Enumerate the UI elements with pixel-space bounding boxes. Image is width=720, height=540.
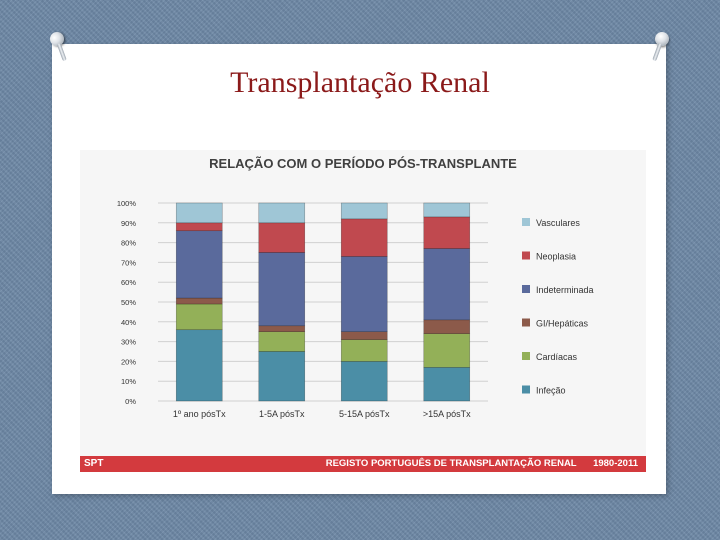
- bar-segment: [340, 202, 388, 220]
- bar-segment: [340, 339, 388, 362]
- legend-swatch: [522, 385, 530, 394]
- chart-title: RELAÇÃO COM O PERÍODO PÓS-TRANSPLANTE: [209, 156, 517, 171]
- x-tick-label: >15A pósTx: [423, 409, 471, 419]
- bar-segment: [340, 361, 388, 402]
- slide-title: Transplantação Renal: [230, 66, 490, 99]
- y-tick-label: 30%: [121, 338, 136, 347]
- chart-panel: RELAÇÃO COM O PERÍODO PÓS-TRANSPLANTE 0%…: [80, 150, 646, 472]
- bar-segment: [175, 329, 223, 402]
- bar-segment: [175, 222, 223, 232]
- bar-segment: [258, 252, 306, 327]
- legend-swatch: [522, 218, 530, 226]
- bar-segment: [258, 351, 306, 402]
- footer-spt-label: SPT: [84, 458, 104, 469]
- bar-segment: [423, 333, 471, 368]
- bar-segment: [175, 230, 223, 299]
- bar-segment: [175, 202, 223, 224]
- x-tick-label: 1-5A pósTx: [259, 409, 305, 419]
- bar-segment: [175, 297, 223, 305]
- legend-swatch: [522, 352, 530, 360]
- legend-label: Infeção: [536, 386, 566, 396]
- y-tick-label: 40%: [121, 318, 136, 327]
- legend-label: Indeterminada: [536, 285, 594, 295]
- footer-years-label: 1980-2011: [593, 458, 638, 469]
- footer-registry-label: REGISTO PORTUGUÊS DE TRANSPLANTAÇÃO RENA…: [325, 458, 577, 469]
- bar-segment: [175, 303, 223, 331]
- footer-registry: REGISTO PORTUGUÊS DE TRANSPLANTAÇÃO RENA…: [326, 458, 638, 469]
- y-tick-label: 70%: [121, 258, 136, 267]
- bar-segment: [340, 218, 388, 257]
- y-tick-label: 10%: [121, 377, 136, 386]
- bar-segment: [258, 202, 306, 224]
- legend-label: Neoplasia: [536, 252, 576, 262]
- y-tick-label: 20%: [121, 357, 136, 366]
- y-tick-label: 80%: [121, 239, 136, 248]
- legend-swatch: [522, 251, 530, 260]
- x-tick-label: 1º ano pósTx: [173, 409, 226, 419]
- legend-label: GI/Hepáticas: [536, 319, 589, 329]
- bar-segment: [423, 319, 471, 334]
- y-tick-label: 90%: [121, 219, 136, 228]
- bar-segment: [340, 256, 388, 332]
- bar-segment: [423, 202, 471, 218]
- legend-swatch: [522, 318, 530, 327]
- y-tick-label: 100%: [117, 199, 137, 208]
- legend-label: Cardíacas: [536, 352, 578, 362]
- bar-segment: [423, 248, 471, 321]
- bar-segment: [423, 216, 471, 249]
- bar-segment: [258, 222, 306, 253]
- bar-segment: [258, 331, 306, 352]
- stacked-bar-chart: 0% 10% 20% 30% 40% 50% 60% 70% 80% 90% 100% 1º ano …: [117, 199, 594, 419]
- bar-segment: [423, 367, 471, 402]
- bar-segment: [258, 325, 306, 332]
- legend-label: Vasculares: [536, 218, 580, 228]
- legend-swatch: [522, 285, 530, 293]
- footer-bar: SPT REGISTO PORTUGUÊS DE TRANSPLANTAÇÃO …: [80, 456, 646, 472]
- bar-segment: [340, 331, 388, 340]
- y-tick-label: 60%: [121, 278, 136, 287]
- y-tick-label: 0%: [125, 397, 136, 406]
- y-tick-label: 50%: [121, 298, 136, 307]
- x-tick-label: 5-15A pósTx: [339, 409, 390, 419]
